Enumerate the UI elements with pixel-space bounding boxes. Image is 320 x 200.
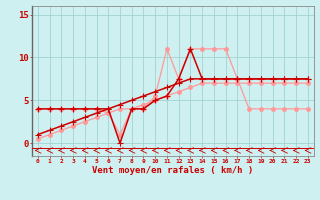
X-axis label: Vent moyen/en rafales ( km/h ): Vent moyen/en rafales ( km/h ) xyxy=(92,166,253,175)
